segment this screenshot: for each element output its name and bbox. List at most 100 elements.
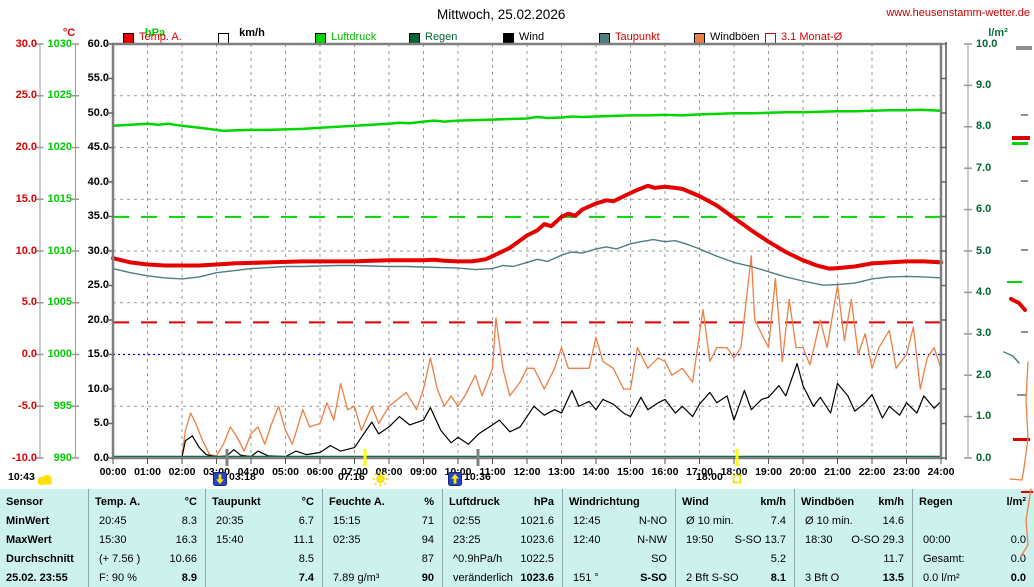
axis-tick-label-lm2: 7.0 — [976, 161, 992, 174]
table-cell: 10.66 — [169, 552, 197, 565]
legend-swatch-0 — [123, 33, 134, 44]
x-axis-label: 09:00 — [410, 466, 437, 478]
x-axis-label: 17:00 — [686, 466, 713, 478]
table-col-unit: % — [424, 495, 434, 508]
axis-tick-label-lm2: 4.0 — [976, 285, 992, 298]
table-col-header: Windböen — [801, 495, 855, 508]
table-col-unit: °C — [184, 495, 197, 508]
sunrise-sun-icon — [372, 471, 389, 487]
axis-tick-label-hpa: 1030 — [47, 37, 72, 50]
table-column-sensor: Sensor MinWert MaxWert Durchschnitt 25.02. 2… — [0, 489, 88, 587]
moonset-time-label: 03:18 — [229, 471, 256, 483]
axis-tick-label-hpa: 995 — [53, 399, 72, 412]
table-cell: 11.1 — [293, 533, 314, 546]
x-axis-label: 22:00 — [858, 466, 886, 478]
axis-tick-label-lm2: 6.0 — [976, 203, 992, 216]
table-cell: 14.6 — [882, 514, 904, 527]
table-column-feuchte-a-: Feuchte A.% 15:15 71 02:35 94 87 7.89 g/m³ 90 — [322, 489, 442, 587]
axis-tick-label-kmh: 30.0 — [87, 244, 109, 257]
table-column-regen: Regen l/m² 00:00 0.0 Gesamt: 0.0 0.0 l/m² 0.0 — [912, 489, 1034, 587]
table-cell: 151 ° — [573, 571, 599, 584]
table-column-windb-en: Windböen km/h Ø 10 min. 14.6 18:30 O-SO 29.3 1… — [794, 489, 912, 587]
axis-tick-label-hpa: 1025 — [47, 89, 72, 102]
x-axis-label: 24:00 — [927, 466, 955, 478]
x-axis-label: 21:00 — [824, 466, 851, 478]
x-axis-label: 08:00 — [375, 466, 403, 478]
table-cell: 23:25 — [453, 533, 481, 546]
axis-header-celsius: °C — [62, 27, 76, 39]
axis-tick-label-lm2: 9.0 — [976, 78, 992, 91]
table-cell: 12:40 — [573, 533, 601, 546]
legend-swatch-1 — [218, 33, 229, 44]
table-cell: 8.3 — [181, 514, 197, 527]
table-cell: ^0.9hPa/h — [453, 552, 503, 565]
x-axis-label: 14:00 — [582, 466, 610, 478]
x-axis-label: 16:00 — [651, 466, 679, 478]
axis-tick-label-temp: 0.0 — [21, 348, 37, 360]
moonset-icon — [213, 472, 227, 486]
table-cell: veränderlich — [453, 571, 513, 584]
axis-tick-label-lm2: 5.0 — [976, 244, 992, 257]
axis-tick-label-lm2: 8.0 — [976, 120, 992, 133]
x-axis-label: 00:00 — [99, 466, 127, 478]
table-cell: 8.9 — [181, 571, 197, 584]
axis-tick-label-lm2: 1.0 — [976, 410, 992, 423]
table-col-unit: km/h — [760, 495, 786, 508]
axis-tick-label-kmh: 40.0 — [87, 175, 109, 188]
table-row-label: MinWert — [6, 514, 50, 527]
table-cell: 15:40 — [216, 533, 244, 546]
axis-tick-label-temp: 10.0 — [15, 244, 37, 257]
axis-tick-label-hpa: 1005 — [47, 296, 72, 309]
legend-swatch-5 — [599, 33, 610, 44]
axis-header-lm2: l/m² — [988, 27, 1008, 39]
x-axis-label: 19:00 — [755, 466, 782, 478]
page-title: Mittwoch, 25.02.2026 — [437, 7, 566, 22]
table-cell: 5.2 — [770, 552, 786, 565]
legend-swatch-3 — [409, 33, 420, 44]
sunset-marker-icon — [732, 474, 742, 484]
legend-label-4: Wind — [519, 31, 545, 43]
legend-label-5: Taupunkt — [615, 31, 660, 43]
table-cell: 0.0 l/m² — [923, 571, 960, 584]
axis-tick-label-kmh: 35.0 — [87, 210, 109, 222]
table-cell: O-SO 29.3 — [851, 533, 904, 546]
legend-swatch-4 — [503, 33, 514, 44]
axis-tick-label-kmh: 10.0 — [87, 382, 109, 395]
table-cell: 8.5 — [298, 552, 314, 565]
axis-tick-label-temp: -10.0 — [11, 451, 37, 464]
table-cell: 94 — [421, 533, 434, 546]
axis-tick-label-kmh: 20.0 — [87, 313, 109, 326]
table-col-unit: l/m² — [1006, 495, 1026, 508]
axis-tick-label-kmh: 60.0 — [87, 37, 109, 50]
legend-label-0: Temp. A. — [139, 31, 182, 43]
moon-time-label: 10:43 — [8, 471, 35, 483]
table-cell: S-SO 13.7 — [734, 533, 786, 546]
table-col-header: Feuchte A. — [329, 495, 385, 508]
axis-tick-label-hpa: 1020 — [47, 141, 72, 153]
table-cell: 87 — [421, 552, 434, 565]
axis-tick-label-temp: 5.0 — [21, 296, 37, 309]
table-cell: 1023.6 — [520, 533, 554, 546]
table-column-taupunkt: Taupunkt °C 20:35 6.7 15:40 11.1 8.5 7.4 — [205, 489, 322, 587]
x-axis-label: 02:00 — [168, 466, 196, 478]
legend-swatch-2 — [315, 33, 326, 44]
table-cell: Gesamt: — [923, 552, 965, 565]
table-cell: 18:30 — [805, 533, 833, 546]
table-column-wind: Wind km/h Ø 10 min. 7.4 19:50 S-SO 13.7 5.2 2 B… — [675, 489, 794, 587]
series-windb-en — [112, 255, 942, 458]
table-cell: 13.5 — [882, 571, 904, 584]
table-cell: S-SO — [640, 571, 667, 584]
table-row-label: 25.02. 23:55 — [6, 571, 68, 584]
axis-tick-label-temp: 20.0 — [15, 141, 37, 153]
website-link[interactable]: www.heusenstamm-wetter.de — [886, 7, 1030, 19]
table-cell: 7.4 — [770, 514, 786, 527]
axis-tick-label-hpa: 1010 — [47, 244, 72, 257]
legend-label-7: 3.1 Monat-Ø — [781, 31, 843, 43]
table-cell: 00:00 — [923, 533, 951, 546]
table-row-label: Sensor — [6, 495, 44, 508]
series-taupunkt — [112, 238, 942, 286]
x-axis-label: 04:00 — [237, 466, 265, 478]
series-temp-a- — [111, 183, 943, 271]
x-axis-label: 23:00 — [893, 466, 920, 478]
sunrise-time-label: 07:16 — [338, 471, 365, 483]
